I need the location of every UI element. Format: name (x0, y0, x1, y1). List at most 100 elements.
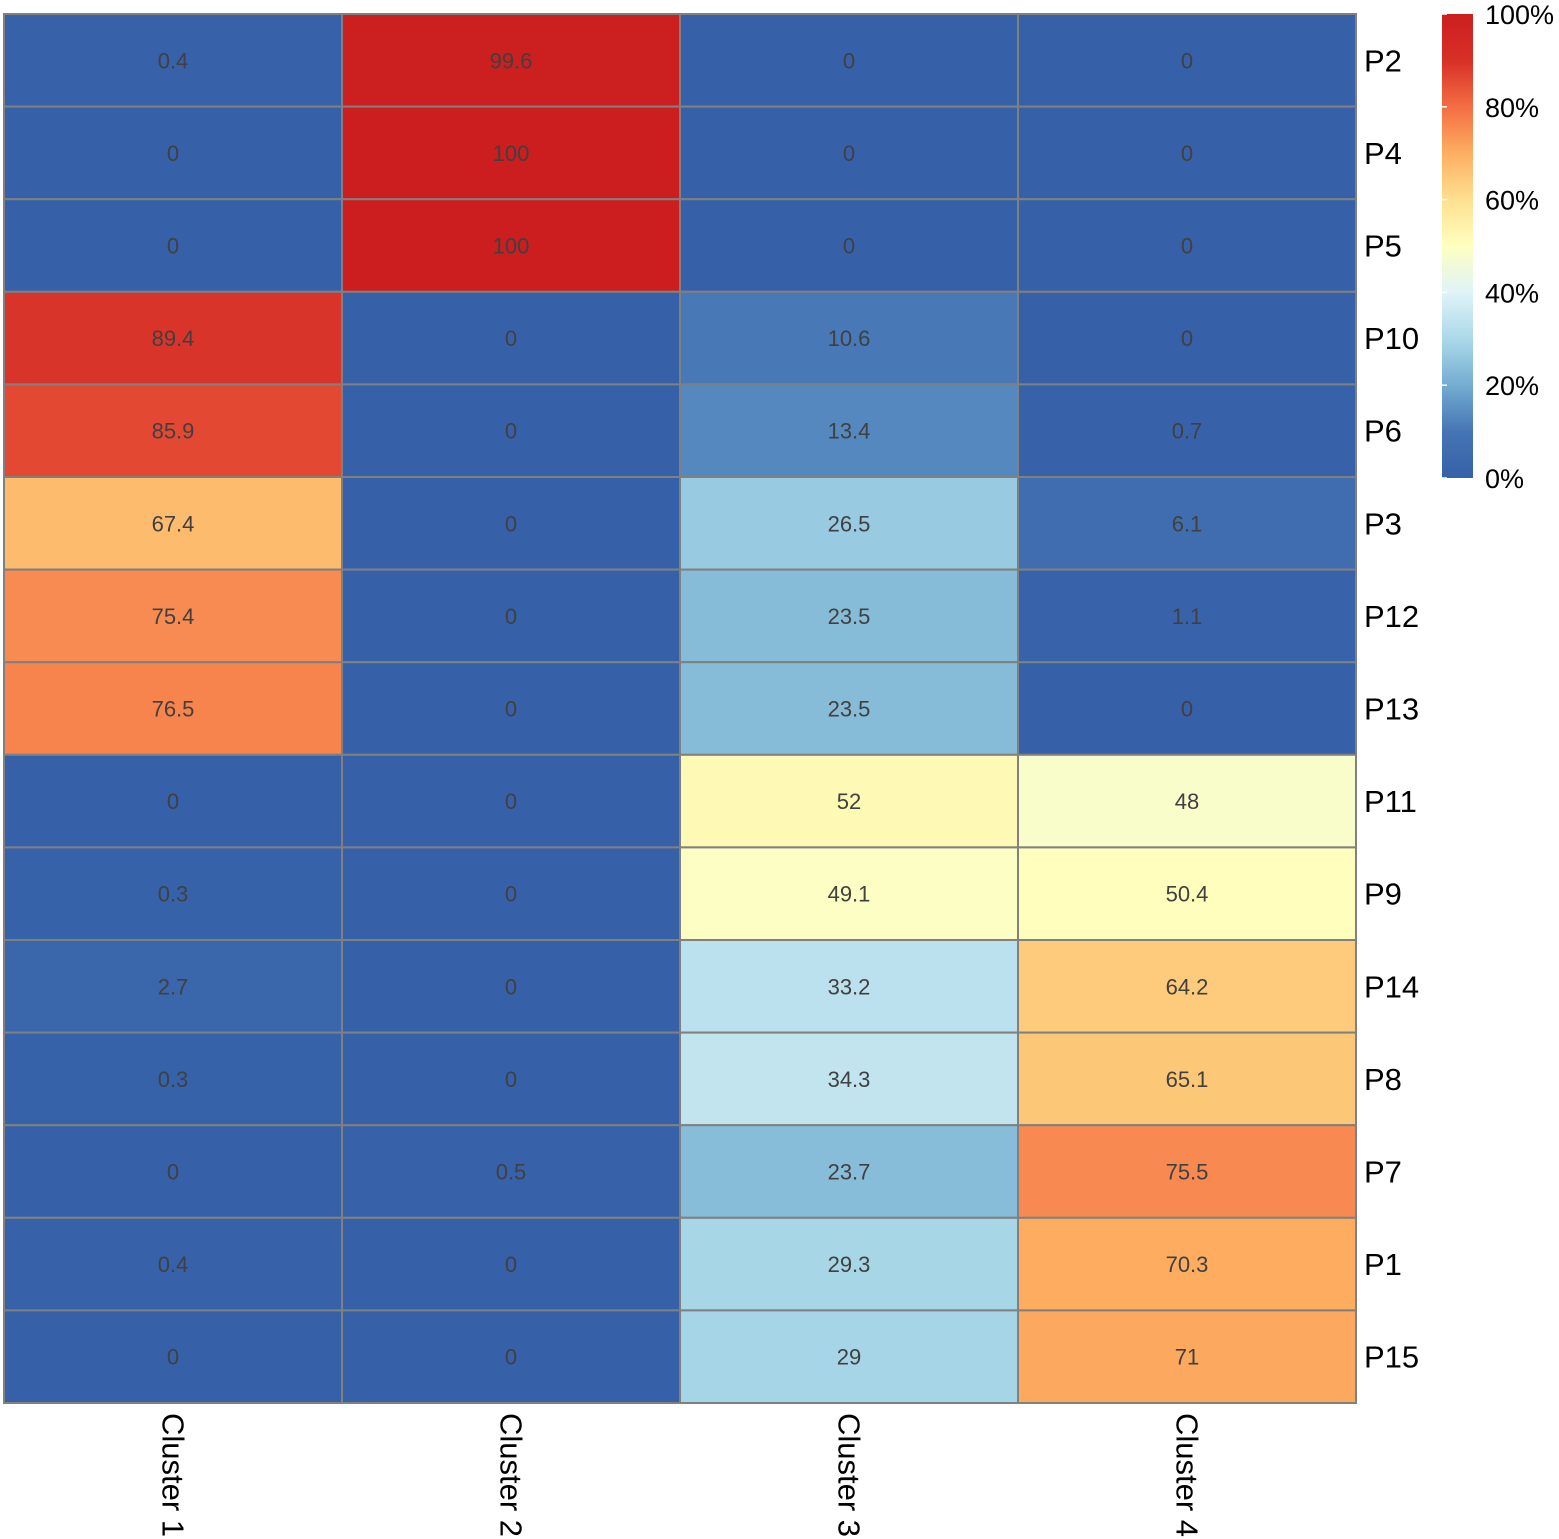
cell-value-label: 23.5 (828, 604, 871, 629)
row-label: P13 (1364, 692, 1419, 727)
cell-value-label: 2.7 (158, 974, 189, 999)
heatmap-cell (341, 1309, 681, 1405)
heatmap-cell (3, 290, 343, 386)
heatmap-cell-labels: 0.4 99.6 0 0 0 100 0 0 0 100 0 0 89.4 0 10.6 0 85.9 0 13.4… (152, 48, 1209, 1369)
heatmap-cell (1017, 105, 1357, 201)
row-label: P5 (1364, 229, 1402, 264)
heatmap-cell (3, 105, 343, 201)
cell-value-label: 89.4 (152, 326, 195, 351)
heatmap-cell (3, 1031, 343, 1127)
heatmap-cell (3, 476, 343, 571)
heatmap-cell (3, 568, 343, 664)
heatmap-cell (679, 1216, 1019, 1312)
heatmap-cell (341, 1031, 681, 1127)
cell-value-label: 0 (167, 141, 179, 166)
legend-tick-label: 40% (1485, 278, 1539, 308)
cell-value-label: 52 (837, 789, 861, 814)
heatmap-cell (1017, 568, 1357, 664)
cell-value-label: 50.4 (1166, 882, 1209, 907)
cell-value-label: 0 (843, 48, 855, 73)
cell-value-label: 0 (1181, 326, 1193, 351)
cell-value-label: 0 (505, 882, 517, 907)
row-label: P4 (1364, 136, 1402, 171)
cell-value-label: 23.5 (828, 697, 871, 722)
row-label: P7 (1364, 1155, 1402, 1190)
cell-value-label: 0 (1181, 141, 1193, 166)
heatmap-cell (341, 846, 681, 942)
heatmap-cell (3, 1309, 343, 1405)
cell-value-label: 49.1 (828, 882, 871, 907)
heatmap-cell (1017, 13, 1357, 108)
cell-value-label: 0.4 (158, 48, 189, 73)
column-label: Cluster 2 (494, 1413, 529, 1537)
heatmap-cell (1017, 1216, 1357, 1312)
cell-value-label: 0 (1181, 697, 1193, 722)
legend-tick-label: 0% (1485, 464, 1524, 494)
cell-value-label: 0 (505, 419, 517, 444)
cell-value-label: 0.7 (1172, 419, 1203, 444)
cell-value-label: 23.7 (828, 1160, 871, 1185)
row-label: P12 (1364, 599, 1419, 634)
cell-value-label: 70.3 (1166, 1252, 1209, 1277)
cell-value-label: 48 (1175, 789, 1199, 814)
cell-value-label: 64.2 (1166, 974, 1209, 999)
heatmap-cell (341, 476, 681, 571)
row-label: P11 (1364, 784, 1417, 819)
row-label: P3 (1364, 506, 1402, 541)
heatmap-cell (1017, 846, 1357, 942)
cell-value-label: 0 (505, 974, 517, 999)
row-label: P8 (1364, 1062, 1402, 1097)
heatmap-cell (341, 1124, 681, 1219)
color-legend: 0% 20% 40% 60% 80% 100% (1442, 0, 1554, 494)
heatmap-cell (679, 846, 1019, 942)
row-label: P15 (1364, 1340, 1419, 1375)
heatmap-cell (1017, 198, 1357, 293)
legend-tick-label: 100% (1485, 0, 1554, 30)
cell-value-label: 0 (167, 1345, 179, 1370)
heatmap-cell (1017, 753, 1357, 849)
heatmap-cell (3, 1216, 343, 1312)
cell-value-label: 6.1 (1172, 511, 1203, 536)
cell-value-label: 0.3 (158, 1067, 189, 1092)
cell-value-label: 13.4 (828, 419, 871, 444)
heatmap-cell (679, 1309, 1019, 1405)
heatmap-cell (341, 290, 681, 386)
cell-value-label: 0 (843, 141, 855, 166)
row-label: P14 (1364, 969, 1419, 1004)
cell-value-label: 100 (493, 234, 530, 259)
cell-value-label: 0 (167, 789, 179, 814)
row-label: P6 (1364, 414, 1402, 449)
heatmap-cells (3, 13, 1357, 1405)
cell-value-label: 100 (493, 141, 530, 166)
column-label: Cluster 4 (1170, 1413, 1205, 1537)
heatmap-cell (1017, 1031, 1357, 1127)
cell-value-label: 0 (843, 234, 855, 259)
heatmap-cell (679, 476, 1019, 571)
cell-value-label: 0 (505, 1345, 517, 1370)
legend-tick-label: 60% (1485, 186, 1539, 216)
cell-value-label: 76.5 (152, 697, 195, 722)
heatmap-cell (341, 105, 681, 201)
cell-value-label: 26.5 (828, 511, 871, 536)
heatmap-cell (679, 383, 1019, 478)
row-label: P1 (1364, 1247, 1402, 1282)
heatmap-cell (1017, 476, 1357, 571)
heatmap-cell (3, 846, 343, 942)
cell-value-label: 0 (505, 1067, 517, 1092)
heatmap-cell (679, 939, 1019, 1034)
cell-value-label: 0 (505, 697, 517, 722)
heatmap-cell (1017, 383, 1357, 478)
heatmap-cell (679, 13, 1019, 108)
cell-value-label: 75.5 (1166, 1160, 1209, 1185)
row-label: P9 (1364, 877, 1402, 912)
heatmap-cell (3, 383, 343, 478)
column-labels: Cluster 1 Cluster 2 Cluster 3 Cluster 4 (156, 1413, 1205, 1537)
heatmap-cell (3, 661, 343, 756)
row-label: P10 (1364, 321, 1419, 356)
heatmap-cell (679, 568, 1019, 664)
cell-value-label: 34.3 (828, 1067, 871, 1092)
heatmap-cell (1017, 1309, 1357, 1405)
heatmap-cell (1017, 290, 1357, 386)
cell-value-label: 0 (505, 326, 517, 351)
